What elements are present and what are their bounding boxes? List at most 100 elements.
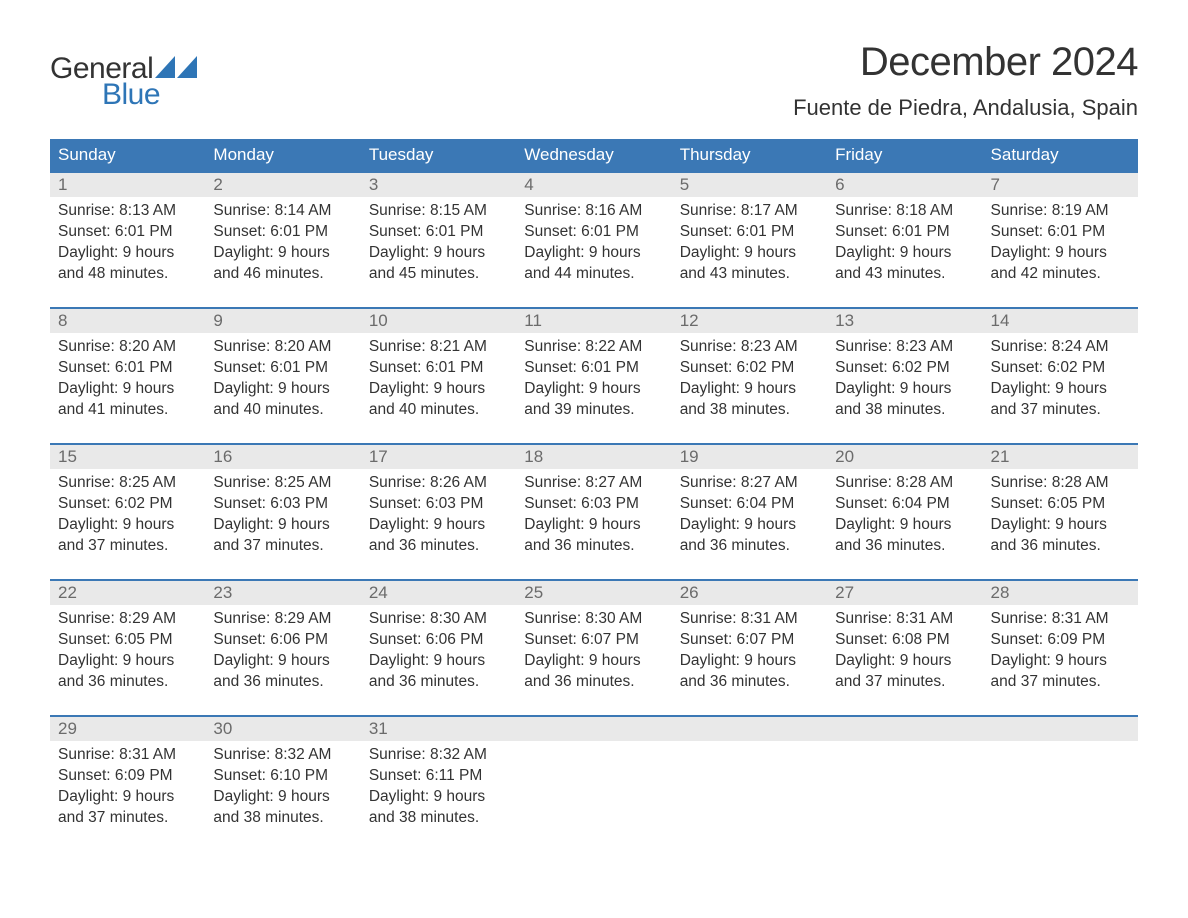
- daylight-text-line2: and 36 minutes.: [213, 672, 352, 693]
- calendar-day: [827, 717, 982, 837]
- weekday-header: Sunday: [50, 139, 205, 171]
- sunset-text: Sunset: 6:01 PM: [680, 222, 819, 243]
- calendar-day: 26Sunrise: 8:31 AMSunset: 6:07 PMDayligh…: [672, 581, 827, 701]
- sunrise-text: Sunrise: 8:31 AM: [835, 609, 974, 630]
- sunrise-text: Sunrise: 8:13 AM: [58, 201, 197, 222]
- day-body: Sunrise: 8:24 AMSunset: 6:02 PMDaylight:…: [983, 333, 1138, 429]
- daylight-text-line2: and 44 minutes.: [524, 264, 663, 285]
- daylight-text-line1: Daylight: 9 hours: [524, 651, 663, 672]
- calendar-day: [516, 717, 671, 837]
- day-number: [516, 717, 671, 741]
- day-body: [516, 741, 671, 753]
- calendar-day: 14Sunrise: 8:24 AMSunset: 6:02 PMDayligh…: [983, 309, 1138, 429]
- day-body: Sunrise: 8:28 AMSunset: 6:04 PMDaylight:…: [827, 469, 982, 565]
- sunrise-text: Sunrise: 8:20 AM: [213, 337, 352, 358]
- daylight-text-line1: Daylight: 9 hours: [680, 651, 819, 672]
- day-body: Sunrise: 8:22 AMSunset: 6:01 PMDaylight:…: [516, 333, 671, 429]
- day-body: [672, 741, 827, 753]
- sunrise-text: Sunrise: 8:32 AM: [369, 745, 508, 766]
- day-number: 6: [827, 173, 982, 197]
- calendar-day: 30Sunrise: 8:32 AMSunset: 6:10 PMDayligh…: [205, 717, 360, 837]
- day-number: 31: [361, 717, 516, 741]
- day-number: [983, 717, 1138, 741]
- daylight-text-line2: and 36 minutes.: [680, 536, 819, 557]
- calendar-week: 29Sunrise: 8:31 AMSunset: 6:09 PMDayligh…: [50, 715, 1138, 837]
- daylight-text-line1: Daylight: 9 hours: [213, 243, 352, 264]
- calendar-day: 13Sunrise: 8:23 AMSunset: 6:02 PMDayligh…: [827, 309, 982, 429]
- calendar-day: [983, 717, 1138, 837]
- daylight-text-line2: and 41 minutes.: [58, 400, 197, 421]
- daylight-text-line2: and 37 minutes.: [991, 400, 1130, 421]
- sunset-text: Sunset: 6:02 PM: [991, 358, 1130, 379]
- sunrise-text: Sunrise: 8:22 AM: [524, 337, 663, 358]
- daylight-text-line1: Daylight: 9 hours: [991, 243, 1130, 264]
- location-subtitle: Fuente de Piedra, Andalusia, Spain: [793, 95, 1138, 121]
- sunrise-text: Sunrise: 8:17 AM: [680, 201, 819, 222]
- calendar-day: 10Sunrise: 8:21 AMSunset: 6:01 PMDayligh…: [361, 309, 516, 429]
- weekday-header: Wednesday: [516, 139, 671, 171]
- sunrise-text: Sunrise: 8:20 AM: [58, 337, 197, 358]
- daylight-text-line2: and 37 minutes.: [213, 536, 352, 557]
- day-number: 25: [516, 581, 671, 605]
- daylight-text-line2: and 37 minutes.: [58, 536, 197, 557]
- daylight-text-line1: Daylight: 9 hours: [58, 515, 197, 536]
- daylight-text-line2: and 43 minutes.: [835, 264, 974, 285]
- day-number: 2: [205, 173, 360, 197]
- sunrise-text: Sunrise: 8:30 AM: [524, 609, 663, 630]
- day-number: 3: [361, 173, 516, 197]
- sunrise-text: Sunrise: 8:28 AM: [991, 473, 1130, 494]
- day-number: 19: [672, 445, 827, 469]
- day-number: [827, 717, 982, 741]
- sunset-text: Sunset: 6:02 PM: [680, 358, 819, 379]
- daylight-text-line2: and 36 minutes.: [680, 672, 819, 693]
- calendar-day: 28Sunrise: 8:31 AMSunset: 6:09 PMDayligh…: [983, 581, 1138, 701]
- calendar-day: 2Sunrise: 8:14 AMSunset: 6:01 PMDaylight…: [205, 173, 360, 293]
- daylight-text-line1: Daylight: 9 hours: [58, 651, 197, 672]
- calendar-day: 29Sunrise: 8:31 AMSunset: 6:09 PMDayligh…: [50, 717, 205, 837]
- day-body: Sunrise: 8:31 AMSunset: 6:07 PMDaylight:…: [672, 605, 827, 701]
- day-body: Sunrise: 8:20 AMSunset: 6:01 PMDaylight:…: [50, 333, 205, 429]
- sunrise-text: Sunrise: 8:24 AM: [991, 337, 1130, 358]
- weekday-header: Thursday: [672, 139, 827, 171]
- calendar-day: 8Sunrise: 8:20 AMSunset: 6:01 PMDaylight…: [50, 309, 205, 429]
- day-number: 10: [361, 309, 516, 333]
- daylight-text-line1: Daylight: 9 hours: [680, 379, 819, 400]
- day-number: 14: [983, 309, 1138, 333]
- daylight-text-line2: and 39 minutes.: [524, 400, 663, 421]
- sunset-text: Sunset: 6:09 PM: [991, 630, 1130, 651]
- daylight-text-line1: Daylight: 9 hours: [680, 515, 819, 536]
- daylight-text-line2: and 48 minutes.: [58, 264, 197, 285]
- calendar-day: 4Sunrise: 8:16 AMSunset: 6:01 PMDaylight…: [516, 173, 671, 293]
- daylight-text-line2: and 36 minutes.: [991, 536, 1130, 557]
- day-number: 16: [205, 445, 360, 469]
- day-body: Sunrise: 8:13 AMSunset: 6:01 PMDaylight:…: [50, 197, 205, 293]
- daylight-text-line2: and 36 minutes.: [369, 536, 508, 557]
- daylight-text-line2: and 38 minutes.: [835, 400, 974, 421]
- day-body: Sunrise: 8:25 AMSunset: 6:03 PMDaylight:…: [205, 469, 360, 565]
- day-body: Sunrise: 8:21 AMSunset: 6:01 PMDaylight:…: [361, 333, 516, 429]
- calendar-day: 31Sunrise: 8:32 AMSunset: 6:11 PMDayligh…: [361, 717, 516, 837]
- daylight-text-line1: Daylight: 9 hours: [58, 243, 197, 264]
- day-number: 24: [361, 581, 516, 605]
- sunset-text: Sunset: 6:01 PM: [213, 222, 352, 243]
- weekday-header: Monday: [205, 139, 360, 171]
- sunset-text: Sunset: 6:03 PM: [369, 494, 508, 515]
- day-number: 7: [983, 173, 1138, 197]
- sunrise-text: Sunrise: 8:25 AM: [58, 473, 197, 494]
- calendar-day: 22Sunrise: 8:29 AMSunset: 6:05 PMDayligh…: [50, 581, 205, 701]
- sunset-text: Sunset: 6:10 PM: [213, 766, 352, 787]
- day-body: Sunrise: 8:28 AMSunset: 6:05 PMDaylight:…: [983, 469, 1138, 565]
- day-number: 18: [516, 445, 671, 469]
- daylight-text-line1: Daylight: 9 hours: [369, 515, 508, 536]
- day-number: 13: [827, 309, 982, 333]
- daylight-text-line2: and 40 minutes.: [213, 400, 352, 421]
- daylight-text-line2: and 36 minutes.: [835, 536, 974, 557]
- sunrise-text: Sunrise: 8:27 AM: [524, 473, 663, 494]
- sunset-text: Sunset: 6:01 PM: [369, 222, 508, 243]
- sunrise-text: Sunrise: 8:29 AM: [58, 609, 197, 630]
- daylight-text-line1: Daylight: 9 hours: [991, 651, 1130, 672]
- calendar: SundayMondayTuesdayWednesdayThursdayFrid…: [50, 139, 1138, 837]
- sunrise-text: Sunrise: 8:32 AM: [213, 745, 352, 766]
- weekday-header: Saturday: [983, 139, 1138, 171]
- daylight-text-line2: and 43 minutes.: [680, 264, 819, 285]
